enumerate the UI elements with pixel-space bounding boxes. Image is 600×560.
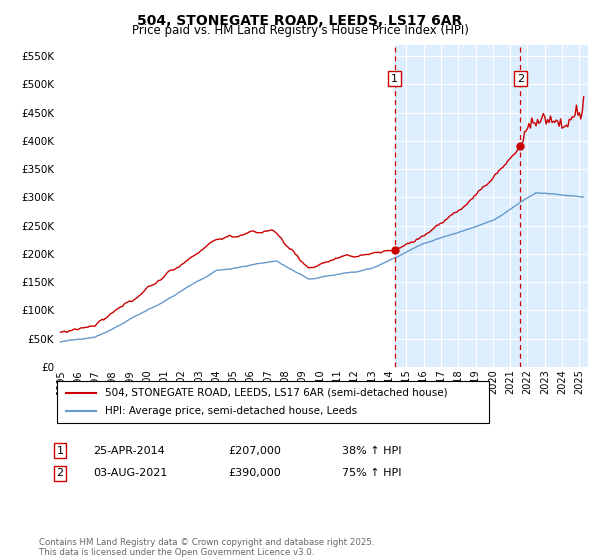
- Bar: [395, 45, 600, 367]
- Text: 504, STONEGATE ROAD, LEEDS, LS17 6AR (semi-detached house): 504, STONEGATE ROAD, LEEDS, LS17 6AR (se…: [104, 388, 447, 398]
- Text: HPI: Average price, semi-detached house, Leeds: HPI: Average price, semi-detached house,…: [104, 406, 356, 416]
- Text: 504, STONEGATE ROAD, LEEDS, LS17 6AR: 504, STONEGATE ROAD, LEEDS, LS17 6AR: [137, 14, 463, 28]
- Text: £207,000: £207,000: [228, 446, 281, 456]
- Text: 1: 1: [56, 446, 64, 456]
- Text: 2: 2: [56, 468, 64, 478]
- Text: £390,000: £390,000: [228, 468, 281, 478]
- Text: 75% ↑ HPI: 75% ↑ HPI: [342, 468, 401, 478]
- Text: 25-APR-2014: 25-APR-2014: [93, 446, 165, 456]
- Text: 2: 2: [517, 74, 524, 83]
- FancyBboxPatch shape: [57, 381, 489, 423]
- Text: 38% ↑ HPI: 38% ↑ HPI: [342, 446, 401, 456]
- Text: Price paid vs. HM Land Registry's House Price Index (HPI): Price paid vs. HM Land Registry's House …: [131, 24, 469, 36]
- Text: 03-AUG-2021: 03-AUG-2021: [93, 468, 167, 478]
- Text: Contains HM Land Registry data © Crown copyright and database right 2025.
This d: Contains HM Land Registry data © Crown c…: [39, 538, 374, 557]
- Text: 1: 1: [391, 74, 398, 83]
